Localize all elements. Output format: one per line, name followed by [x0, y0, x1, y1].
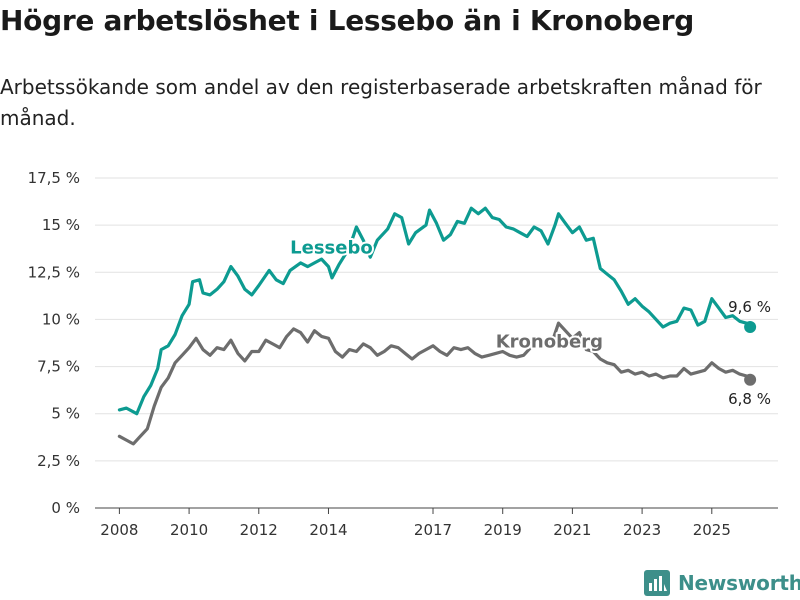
x-tick-label: 2025	[693, 521, 731, 539]
chart-title: Högre arbetslöshet i Lessebo än i Kronob…	[0, 4, 694, 37]
newsworthy-logo-icon	[644, 570, 670, 596]
x-tick-label: 2023	[623, 521, 661, 539]
x-tick-label: 2012	[240, 521, 278, 539]
x-tick-label: 2017	[414, 521, 452, 539]
series-layer	[117, 206, 757, 446]
series-line-kronoberg	[117, 321, 752, 446]
chart-subtitle: Arbetssökande som andel av den registerb…	[0, 75, 762, 130]
series-labels: Lessebo 9,6 % Kronoberg 6,8 %	[288, 235, 773, 409]
y-tick-label: 0 %	[51, 499, 80, 517]
y-tick-label: 15 %	[42, 216, 80, 234]
series-label-lessebo: Lessebo	[290, 237, 373, 258]
end-label-lessebo: 9,6 %	[728, 298, 771, 316]
y-tick-label: 12,5 %	[28, 263, 80, 281]
y-tick-label: 17,5 %	[28, 169, 80, 187]
x-tick-label: 2014	[309, 521, 347, 539]
x-tick-label: 2008	[100, 521, 138, 539]
x-tick-label: 2019	[484, 521, 522, 539]
y-axis: 0 % 2,5 % 5 % 7,5 % 10 % 12,5 % 15 % 17,5 %	[28, 169, 80, 517]
brand-name: Newsworthy	[678, 571, 800, 595]
y-tick-label: 2,5 %	[37, 452, 80, 470]
end-label-kronoberg: 6,8 %	[728, 390, 771, 408]
series-label-kronoberg: Kronoberg	[496, 332, 603, 353]
y-tick-label: 7,5 %	[37, 358, 80, 376]
x-tick-label: 2021	[553, 521, 591, 539]
brand-logo: Newsworthy	[644, 568, 800, 598]
y-tick-label: 5 %	[51, 405, 80, 423]
end-marker-lessebo	[744, 320, 757, 333]
x-tick-label: 2010	[170, 521, 208, 539]
y-tick-label: 10 %	[42, 310, 80, 328]
gridlines	[95, 177, 778, 509]
series-line-lessebo	[117, 206, 752, 416]
end-marker-kronoberg	[744, 373, 757, 386]
x-axis: 2008 2010 2012 2014 2017 2019 2021 2023 2025	[100, 508, 731, 539]
